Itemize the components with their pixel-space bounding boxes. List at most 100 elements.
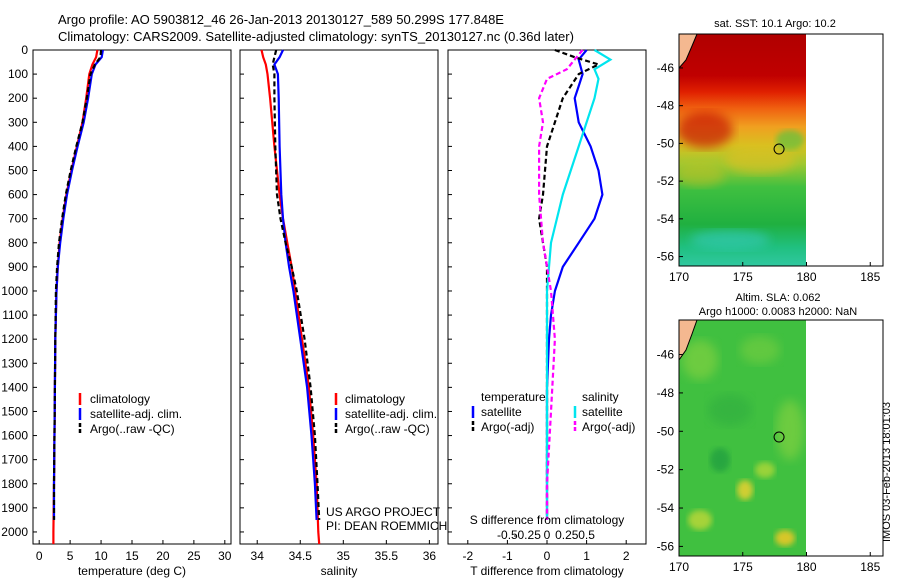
t-difference-xlabel: T difference from climatology — [470, 564, 624, 578]
depth-tick-label: 1900 — [1, 501, 28, 515]
sst-map-panel: sat. SST: 10.1 Argo: 10.2 170 175 180 185 -… — [657, 18, 884, 284]
sla-map-y-axis: -46 -48 -50 -52 -54 -56 — [657, 348, 683, 553]
salinity-legend: climatology satellite-adj. clim. Argo(..… — [334, 392, 437, 436]
pi-annotation: PI: DEAN ROEMMICH — [326, 519, 447, 533]
difference-legend: temperature salinity satellite Argo(-adj… — [471, 390, 635, 434]
map-lon-tick-label: 170 — [669, 560, 689, 574]
x-tick-label: 30 — [218, 549, 232, 563]
difference-series — [448, 48, 613, 533]
sst-map-y-axis: -46 -48 -50 -52 -54 -56 — [657, 61, 683, 264]
temperature-legend: climatology satellite-adj. clim. Argo(..… — [78, 392, 182, 436]
depth-tick-label: 700 — [8, 212, 28, 226]
depth-tick-label: 1500 — [1, 404, 28, 418]
map-lat-tick-label: -56 — [657, 539, 675, 553]
sla-map-title-1: Altim. SLA: 0.062 — [736, 292, 821, 304]
x-tick-label: 15 — [125, 549, 139, 563]
legend-label-satellite: satellite-adj. clim. — [345, 407, 437, 421]
map-lon-tick-label: 175 — [733, 270, 753, 284]
sla-map-x-axis: 170 175 180 185 — [669, 552, 881, 574]
series-line-salinity-argo-adj- — [537, 49, 584, 520]
project-annotation: US ARGO PROJECT — [326, 505, 441, 519]
legend-label-climatology: climatology — [90, 392, 150, 406]
x-tick-label: 35 — [337, 549, 351, 563]
map-lat-tick-label: -52 — [657, 463, 675, 477]
legend-label-s-argo: Argo(-adj) — [582, 420, 635, 434]
legend-header-salinity: salinity — [582, 390, 619, 404]
argo-location-marker — [773, 431, 785, 443]
sst-field — [679, 34, 806, 266]
temperature-x-axis: 0 5 10 15 20 25 30 — [36, 540, 232, 563]
sst-map-title: sat. SST: 10.1 Argo: 10.2 — [714, 18, 836, 30]
depth-tick-label: 1400 — [1, 380, 28, 394]
map-lat-tick-label: -52 — [657, 174, 675, 188]
depth-tick-label: 400 — [8, 139, 28, 153]
sla-map-frame — [678, 319, 884, 557]
map-lat-tick-label: -54 — [657, 212, 675, 226]
depth-tick-label: 600 — [8, 188, 28, 202]
legend-label-t-satellite: satellite — [481, 405, 522, 419]
legend-label-argo: Argo(..raw -QC) — [345, 422, 430, 436]
temperature-series — [52, 49, 104, 544]
x-tick-label: 20 — [156, 549, 170, 563]
depth-tick-label: 300 — [8, 115, 28, 129]
x-tick-label: 34 — [251, 549, 265, 563]
depth-tick-label: 0 — [21, 43, 28, 57]
temperature-plot-frame — [32, 49, 232, 545]
map-lon-tick-label: 170 — [669, 270, 689, 284]
legend-label-argo: Argo(..raw -QC) — [90, 422, 175, 436]
map-lon-tick-label: 185 — [860, 560, 880, 574]
footer-timestamp: IMOS 03-Feb-2013 18:01:03 — [881, 402, 893, 542]
map-lon-tick-label: 180 — [796, 560, 816, 574]
s-tick-label: 0.5 — [578, 528, 595, 542]
depth-axis: 0 100 200 300 400 500 600 700 800 900 1000 1100 1200… — [1, 43, 37, 539]
map-lat-tick-label: -46 — [657, 61, 675, 75]
coastline-land — [679, 34, 697, 68]
depth-tick-label: 1200 — [1, 332, 28, 346]
salinity-x-axis: 34 34.5 35 35.5 36 — [251, 540, 436, 563]
sla-map-panel: Altim. SLA: 0.062 Argo h1000: 0.0083 h20… — [657, 292, 884, 574]
map-lat-tick-label: -50 — [657, 424, 675, 438]
series-line-climatology — [260, 49, 321, 545]
salinity-series — [240, 49, 321, 545]
series-line-temperature-argo-adj- — [537, 48, 602, 520]
legend-label-t-argo: Argo(-adj) — [481, 420, 534, 434]
s-difference-xlabel: S difference from climatology — [470, 513, 625, 527]
x-tick-label: 0 — [36, 549, 43, 563]
map-lon-tick-label: 180 — [796, 270, 816, 284]
legend-label-s-satellite: satellite — [582, 405, 623, 419]
map-lon-tick-label: 175 — [733, 560, 753, 574]
x-tick-label: 35.5 — [375, 549, 399, 563]
difference-profile-panel: -2 -1 0 1 2 T difference from climatology S … — [447, 48, 647, 578]
depth-tick-label: 2000 — [1, 525, 28, 539]
salinity-plot-frame — [239, 49, 439, 545]
depth-tick-label: 1800 — [1, 477, 28, 491]
x-tick-label: 0 — [544, 549, 551, 563]
x-tick-label: 2 — [623, 549, 630, 563]
sst-map-x-axis: 170 175 180 185 — [669, 262, 881, 284]
s-difference-x-axis: -0.5-0.25 0 0.25 0.5 — [497, 528, 595, 542]
sst-map-frame — [678, 33, 884, 267]
title-line-2: Climatology: CARS2009. Satellite-adjuste… — [58, 29, 574, 44]
depth-tick-label: 1700 — [1, 453, 28, 467]
legend-label-satellite: satellite-adj. clim. — [90, 407, 182, 421]
series-line-satellite-adj-clim- — [273, 49, 318, 520]
s-tick-label: 0.25 — [555, 528, 579, 542]
s-tick-label: 0 — [544, 528, 551, 542]
s-tick-label: -0.5 — [497, 528, 518, 542]
temperature-xlabel: temperature (deg C) — [78, 564, 186, 578]
coastline-land — [679, 320, 697, 360]
x-tick-label: 5 — [67, 549, 74, 563]
title-line-1: Argo profile: AO 5903812_46 26-Jan-2013 … — [58, 12, 504, 27]
series-line-salinity-satellite — [545, 49, 613, 520]
map-lat-tick-label: -48 — [657, 386, 675, 400]
x-tick-label: -2 — [462, 549, 473, 563]
sla-map-title-2: Argo h1000: 0.0083 h2000: NaN — [699, 306, 857, 318]
x-tick-label: -1 — [502, 549, 513, 563]
depth-tick-label: 900 — [8, 260, 28, 274]
t-difference-x-axis: -2 -1 0 1 2 — [462, 540, 630, 563]
x-tick-label: 25 — [187, 549, 201, 563]
depth-tick-label: 800 — [8, 236, 28, 250]
x-tick-label: 1 — [583, 549, 590, 563]
map-lat-tick-label: -46 — [657, 348, 675, 362]
